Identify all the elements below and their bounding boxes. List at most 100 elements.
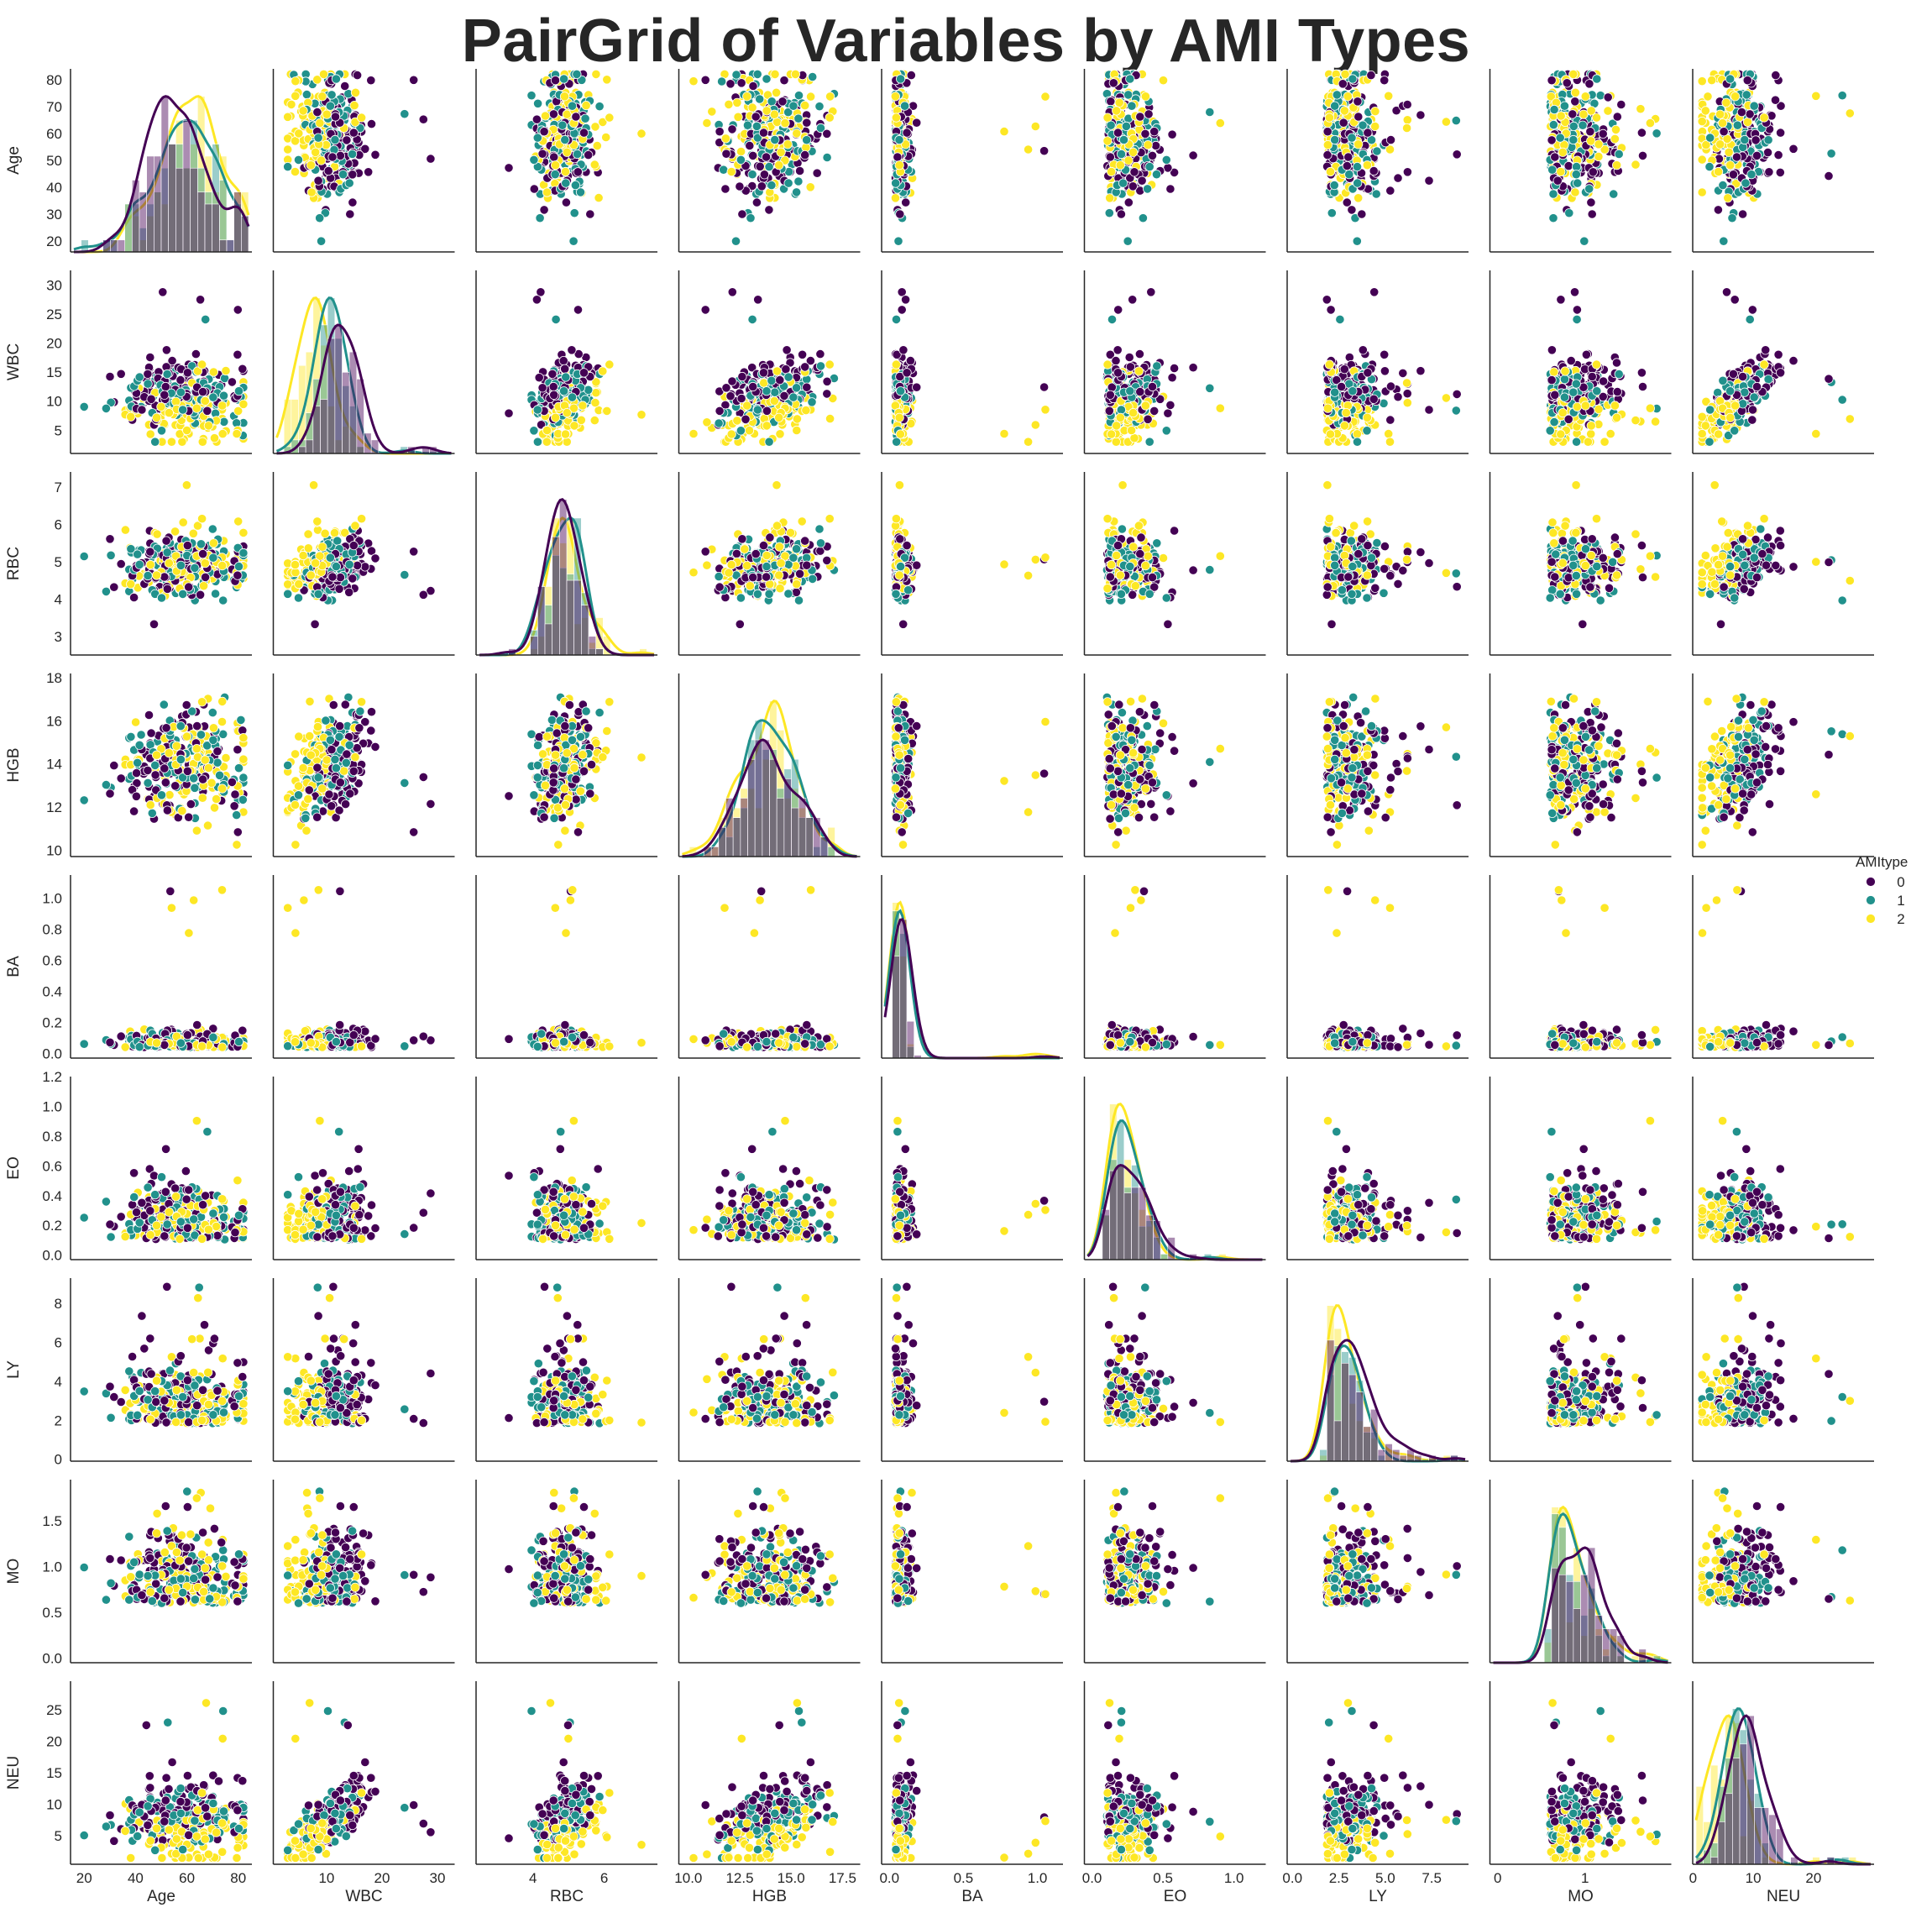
data-point-Age-WBC [366,76,376,86]
panel-WBC-NEU [1692,270,1874,454]
data-point-WBC-EO [1112,421,1122,431]
data-point-WBC-Age [201,314,211,324]
data-point-WBC-RBC [562,407,572,418]
y-tick-label: 30 [46,207,62,223]
data-point-Age-NEU [1697,76,1707,86]
data-point-Age-RBC [539,205,549,215]
data-point-WBC-Age [79,401,89,411]
data-point-Age-HGB [793,113,804,123]
data-point-Age-BA [893,152,903,162]
data-point-WBC-EO [1170,363,1180,374]
data-point-WBC-NEU [1725,412,1736,422]
data-point-WBC-LY [1385,381,1396,391]
data-point-WBC-HGB [797,349,808,359]
data-point-WBC-LY [1324,359,1335,369]
data-point-Age-WBC [327,90,337,100]
data-point-Age-WBC [426,154,436,164]
data-point-Age-RBC [529,184,539,194]
data-point-WBC-LY [1322,403,1333,413]
data-point-WBC-RBC [562,437,572,447]
data-point-Age-WBC [335,150,345,160]
data-point-WBC-EO [1135,386,1145,397]
data-point-WBC-Age [233,386,244,396]
data-point-WBC-HGB [732,416,742,426]
data-point-WBC-HGB [775,375,785,385]
data-point-WBC-EO [1134,348,1145,359]
data-point-Age-EO [1205,107,1215,118]
data-point-Age-WBC [330,112,341,122]
data-point-Age-LY [1366,71,1376,81]
data-point-Age-MO [1594,151,1604,162]
data-point-Age-WBC [306,187,317,197]
data-point-Age-LY [1338,118,1348,128]
data-point-WBC-MO [1581,349,1592,359]
data-point-Age-MO [1645,118,1656,128]
data-point-Age-WBC [352,71,363,81]
data-point-Age-RBC [559,92,570,102]
data-point-WBC-MO [1605,428,1615,439]
data-point-Age-MO [1564,208,1574,218]
data-point-WBC-EO [1128,407,1139,418]
data-point-WBC-HGB [752,405,763,415]
data-point-WBC-Age [145,352,155,363]
data-point-Age-NEU [1738,209,1748,219]
data-point-Age-NEU [1736,107,1746,118]
data-point-Age-HGB [800,101,810,111]
data-point-WBC-RBC [560,364,570,374]
data-point-Age-RBC [572,149,583,160]
data-point-Age-EO [1118,134,1129,145]
data-point-WBC-HGB [742,401,752,411]
data-point-Age-LY [1352,162,1363,172]
data-point-WBC-NEU [1824,374,1834,384]
y-tick-label: 10 [46,394,62,410]
data-point-Age-NEU [1723,193,1733,203]
data-point-WBC-LY [1339,364,1349,375]
hist-bar-Age-0 [110,239,118,253]
data-point-Age-HGB [759,170,770,180]
data-point-WBC-LY [1325,429,1336,439]
data-point-WBC-MO [1586,421,1596,431]
data-point-Age-EO [1144,162,1154,172]
y-tick-label: 60 [46,126,62,142]
panel-Age-BA [881,69,1063,253]
data-point-Age-LY [1402,99,1412,110]
data-point-Age-EO [1167,129,1177,139]
data-point-Age-EO [1137,176,1147,186]
data-point-Age-MO [1552,176,1563,186]
data-point-WBC-BA [905,355,916,366]
data-point-Age-HGB [707,107,717,117]
data-point-WBC-NEU [1773,349,1783,359]
data-point-Age-RBC [605,113,615,123]
data-point-Age-LY [1324,113,1335,123]
data-point-Age-NEU [1762,148,1773,158]
data-point-Age-RBC [535,213,545,223]
data-point-Age-MO [1570,187,1580,197]
data-point-WBC-Age [232,428,242,439]
chart-title: PairGrid of Variables by AMI Types [0,7,1932,76]
data-point-Age-RBC [548,109,559,119]
data-point-Age-NEU [1751,135,1761,145]
data-point-Age-WBC [290,166,301,177]
data-point-WBC-EO [1163,408,1173,418]
panel-WBC-EO [1083,270,1266,454]
data-point-Age-MO [1637,150,1648,160]
data-point-Age-RBC [526,91,537,101]
data-point-WBC-MO [1559,392,1570,402]
data-point-Age-HGB [720,184,730,194]
data-point-Age-RBC [561,197,572,207]
data-point-WBC-RBC [561,372,571,382]
data-point-Age-MO [1586,136,1596,146]
data-point-Age-EO [1151,140,1161,151]
data-point-WBC-MO [1550,390,1560,400]
data-point-WBC-RBC [532,405,542,415]
data-point-Age-EO [1123,197,1134,207]
data-point-WBC-Age [202,406,212,416]
data-point-WBC-BA [894,412,904,422]
data-point-Age-WBC [342,135,352,145]
data-point-WBC-HGB [767,375,777,385]
data-point-WBC-HGB [758,368,769,378]
data-point-Age-EO [1113,128,1123,138]
data-point-Age-HGB [700,75,710,85]
data-point-Age-BA [1030,121,1040,132]
data-point-Age-EO [1123,90,1134,100]
